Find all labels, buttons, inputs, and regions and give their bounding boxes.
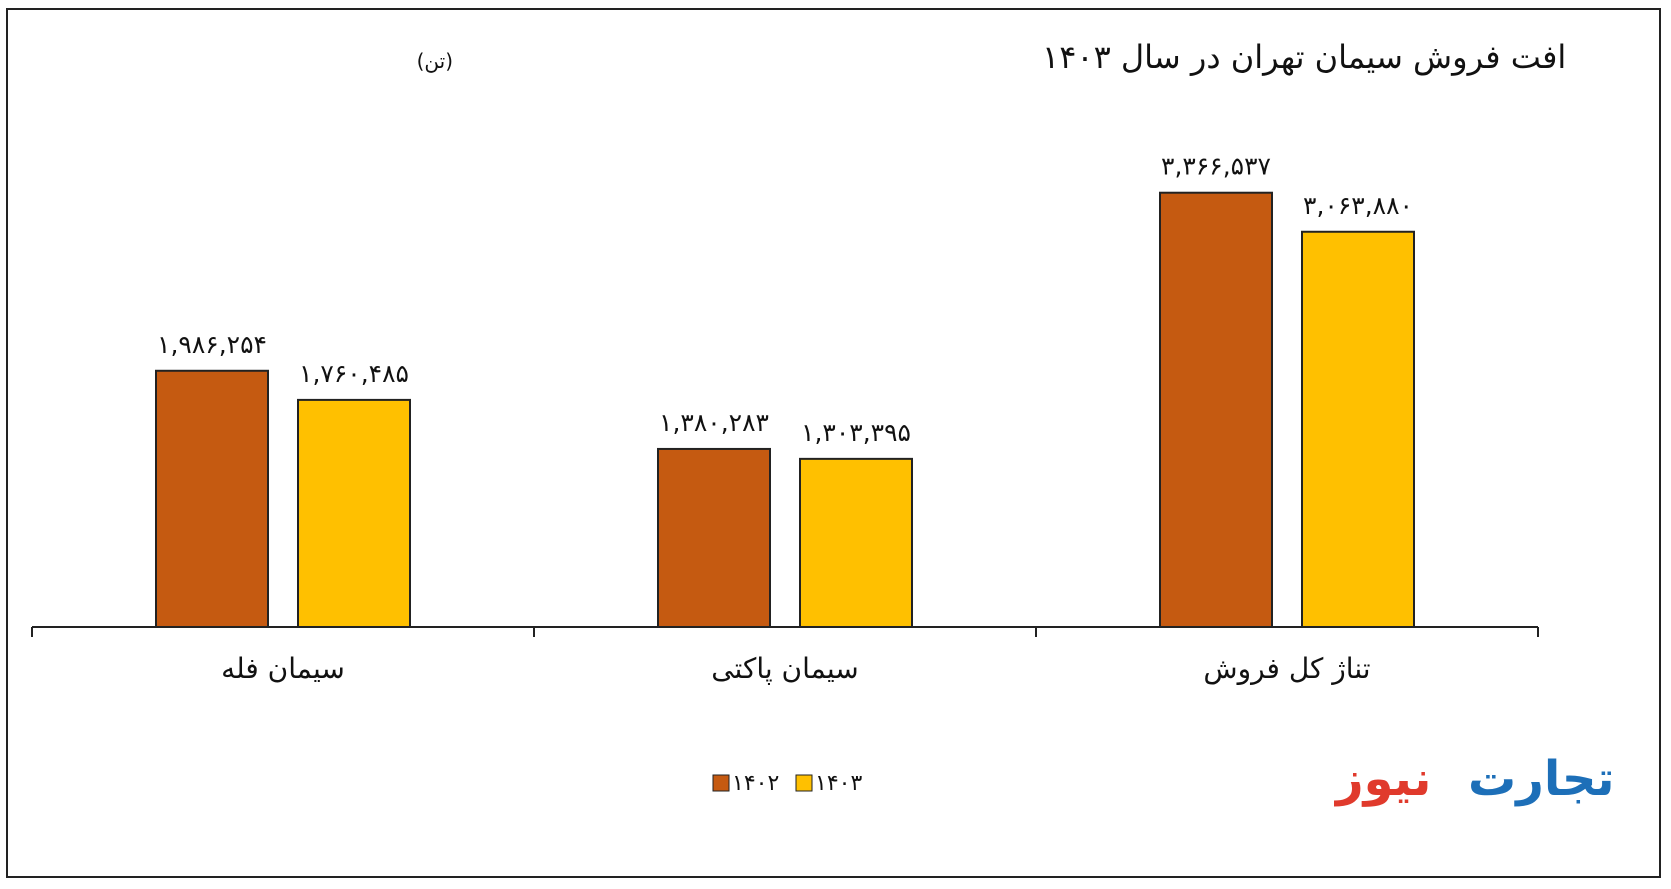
bars-layer bbox=[155, 191, 1415, 628]
bar-chart: افت فروش سیمان تهران در سال ۱۴۰۳ (تن) ۱,… bbox=[31, 38, 1615, 807]
bar-bulk-cement-1403 bbox=[297, 398, 411, 628]
legend: ۱۴۰۲ ۱۴۰۳ bbox=[712, 771, 862, 796]
chart-subtitle: (تن) bbox=[417, 49, 453, 73]
legend-label-1403: ۱۴۰۳ bbox=[815, 771, 862, 796]
legend-swatch-1402 bbox=[712, 774, 730, 792]
bar-bulk-cement-1402 bbox=[155, 369, 269, 628]
data-label-bulk-cement-1402: ۱,۹۸۶,۲۵۴ bbox=[157, 330, 267, 359]
legend-swatch-1403 bbox=[795, 774, 813, 792]
category-labels-layer: سیمان فله سیمان پاکتی تناژ کل فروش bbox=[221, 652, 1370, 685]
category-label-packaged-cement: سیمان پاکتی bbox=[711, 652, 859, 685]
bar-packaged-cement-1402 bbox=[657, 447, 771, 628]
category-label-bulk-cement: سیمان فله bbox=[221, 652, 345, 685]
data-label-packaged-cement-1402: ۱,۳۸۰,۲۸۳ bbox=[659, 408, 769, 437]
category-label-total-sales: تناژ کل فروش bbox=[1203, 652, 1370, 685]
data-label-bulk-cement-1403: ۱,۷۶۰,۴۸۵ bbox=[299, 359, 409, 388]
chart-title: افت فروش سیمان تهران در سال ۱۴۰۳ bbox=[1042, 38, 1566, 76]
data-label-total-sales-1402: ۳,۳۶۶,۵۳۷ bbox=[1161, 152, 1271, 181]
data-label-packaged-cement-1403: ۱,۳۰۳,۳۹۵ bbox=[801, 418, 911, 447]
data-label-total-sales-1403: ۳,۰۶۳,۸۸۰ bbox=[1303, 191, 1413, 220]
tejarat-news-logo: نیوز تجارت bbox=[1334, 751, 1615, 807]
bar-total-sales-1402 bbox=[1159, 191, 1273, 628]
bar-packaged-cement-1403 bbox=[799, 457, 913, 628]
x-axis-ticks bbox=[31, 627, 1539, 637]
logo-text-news: نیوز bbox=[1334, 751, 1431, 807]
bar-total-sales-1403 bbox=[1301, 230, 1415, 628]
legend-label-1402: ۱۴۰۲ bbox=[732, 771, 779, 796]
logo-text-tejarat: تجارت bbox=[1468, 751, 1615, 807]
data-labels-layer: ۱,۹۸۶,۲۵۴ ۱,۷۶۰,۴۸۵ ۱,۳۸۰,۲۸۳ ۱,۳۰۳,۳۹۵ ۳,۳۶… bbox=[157, 152, 1413, 447]
chart-frame: افت فروش سیمان تهران در سال ۱۴۰۳ (تن) ۱,… bbox=[6, 8, 1661, 878]
